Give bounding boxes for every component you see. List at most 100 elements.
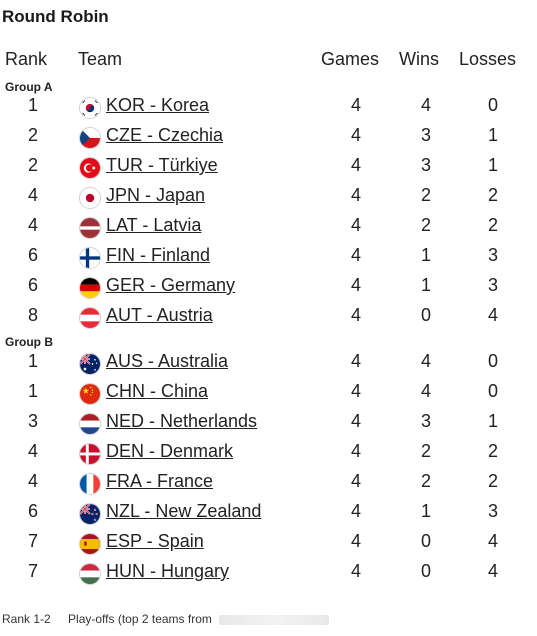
wins-cell: 0 (421, 561, 432, 581)
den-flag-icon (79, 443, 101, 465)
page-title: Round Robin (2, 7, 109, 26)
table-row: 6 NZL - New Zealand 4 1 3 (0, 497, 537, 527)
ned-flag-icon (79, 413, 101, 435)
rank-cell: 4 (28, 185, 39, 205)
table-row: 7 HUN - Hungary 4 0 4 (0, 557, 537, 587)
nzl-flag-icon (79, 503, 101, 525)
column-header-team: Team (78, 49, 123, 69)
rank-cell: 1 (28, 381, 39, 401)
table-row: 4 LAT - Latvia 4 2 2 (0, 211, 537, 241)
table-row: 2 TUR - Türkiye 4 3 1 (0, 151, 537, 181)
games-cell: 4 (351, 411, 362, 431)
games-cell: 4 (351, 471, 362, 491)
losses-cell: 0 (488, 381, 499, 401)
column-header-wins: Wins (399, 49, 439, 69)
losses-cell: 1 (488, 155, 499, 175)
column-header-rank: Rank (5, 49, 48, 69)
aus-flag-icon (79, 353, 101, 375)
rank-cell: 6 (28, 245, 39, 265)
table-row: 6 GER - Germany 4 1 3 (0, 271, 537, 301)
games-cell: 4 (351, 305, 362, 325)
chn-flag-icon (79, 383, 101, 405)
losses-cell: 4 (488, 561, 499, 581)
games-cell: 4 (351, 351, 362, 371)
table-row: 1 CHN - China 4 4 0 (0, 377, 537, 407)
losses-cell: 4 (488, 305, 499, 325)
wins-cell: 1 (421, 245, 432, 265)
table-row: 4 JPN - Japan 4 2 2 (0, 181, 537, 211)
cze-flag-icon (79, 127, 101, 149)
team-link[interactable]: KOR - Korea (106, 95, 210, 115)
table-row: 6 FIN - Finland 4 1 3 (0, 241, 537, 271)
jpn-flag-icon (79, 187, 101, 209)
table-row: 4 DEN - Denmark 4 2 2 (0, 437, 537, 467)
rank-cell: 7 (28, 531, 39, 551)
losses-cell: 3 (488, 245, 499, 265)
team-link[interactable]: ESP - Spain (106, 531, 204, 551)
esp-flag-icon (79, 533, 101, 555)
games-cell: 4 (351, 441, 362, 461)
team-link[interactable]: CZE - Czechia (106, 125, 224, 145)
losses-cell: 1 (488, 125, 499, 145)
team-link[interactable]: NED - Netherlands (106, 411, 258, 431)
wins-cell: 2 (421, 471, 432, 491)
footer-legend: Rank 1-2 Play-offs (top 2 teams from (2, 612, 330, 626)
rank-cell: 1 (28, 351, 39, 371)
team-link[interactable]: NZL - New Zealand (106, 501, 262, 521)
team-link[interactable]: GER - Germany (106, 275, 236, 295)
table-row: 4 FRA - France 4 2 2 (0, 467, 537, 497)
wins-cell: 3 (421, 155, 432, 175)
rank-cell: 4 (28, 441, 39, 461)
games-cell: 4 (351, 381, 362, 401)
games-cell: 4 (351, 125, 362, 145)
team-link[interactable]: JPN - Japan (106, 185, 206, 205)
games-cell: 4 (351, 561, 362, 581)
rank-cell: 4 (28, 471, 39, 491)
rank-cell: 2 (28, 155, 39, 175)
wins-cell: 3 (421, 411, 432, 431)
wins-cell: 3 (421, 125, 432, 145)
column-header-games: Games (321, 49, 380, 69)
rank-cell: 7 (28, 561, 39, 581)
rank-cell: 6 (28, 275, 39, 295)
wins-cell: 1 (421, 501, 432, 521)
ger-flag-icon (79, 277, 101, 299)
losses-cell: 0 (488, 95, 499, 115)
games-cell: 4 (351, 95, 362, 115)
blurred-text (219, 614, 330, 625)
footer-rank-range: Rank 1-2 (2, 612, 51, 626)
losses-cell: 4 (488, 531, 499, 551)
games-cell: 4 (351, 531, 362, 551)
team-link[interactable]: LAT - Latvia (106, 215, 202, 235)
team-link[interactable]: FRA - France (106, 471, 214, 491)
fra-flag-icon (79, 473, 101, 495)
team-link[interactable]: CHN - China (106, 381, 209, 401)
team-link[interactable]: TUR - Türkiye (106, 155, 218, 175)
games-cell: 4 (351, 501, 362, 521)
losses-cell: 1 (488, 411, 499, 431)
games-cell: 4 (351, 215, 362, 235)
games-cell: 4 (351, 275, 362, 295)
games-cell: 4 (351, 185, 362, 205)
team-link[interactable]: FIN - Finland (106, 245, 211, 265)
wins-cell: 4 (421, 381, 432, 401)
table-row: 1 KOR - Korea 4 4 0 (0, 91, 537, 121)
table-row: 7 ESP - Spain 4 0 4 (0, 527, 537, 557)
rank-cell: 3 (28, 411, 39, 431)
wins-cell: 4 (421, 351, 432, 371)
wins-cell: 4 (421, 95, 432, 115)
team-link[interactable]: DEN - Denmark (106, 441, 234, 461)
aut-flag-icon (79, 307, 101, 329)
team-link[interactable]: AUS - Australia (106, 351, 229, 371)
group-label: Group A (5, 80, 53, 94)
table-row: 1 AUS - Australia 4 4 0 (0, 347, 537, 377)
team-link[interactable]: AUT - Austria (106, 305, 213, 325)
wins-cell: 2 (421, 185, 432, 205)
team-link[interactable]: HUN - Hungary (106, 561, 230, 581)
losses-cell: 2 (488, 441, 499, 461)
table-row: 3 NED - Netherlands 4 3 1 (0, 407, 537, 437)
games-cell: 4 (351, 155, 362, 175)
hun-flag-icon (79, 563, 101, 585)
kor-flag-icon (79, 97, 101, 119)
rank-cell: 6 (28, 501, 39, 521)
